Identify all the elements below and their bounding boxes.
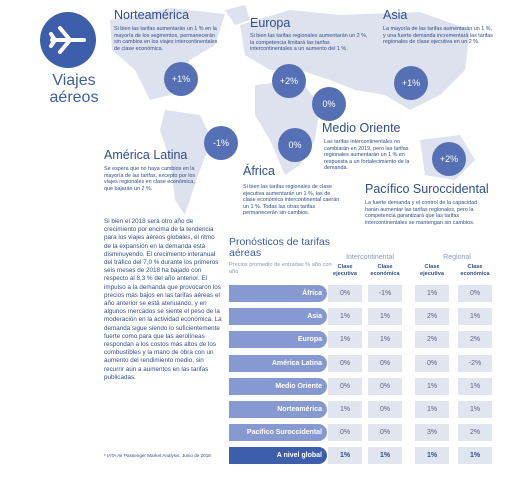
table-cell: 1%	[415, 377, 449, 395]
region-heading: Medio Oriente	[322, 121, 401, 135]
region-bubble: +1%	[164, 62, 198, 96]
row-label: Medio Oriente	[229, 377, 327, 395]
table-cell: 1%	[328, 401, 362, 418]
table-cell: 1%	[415, 401, 449, 418]
row-label: Europa	[229, 331, 327, 349]
table-cell: 1%	[458, 401, 492, 418]
row-label: Norteamérica	[229, 401, 327, 418]
region-text: Si bien las tarifas aumentarán un 1 % en…	[114, 26, 218, 52]
table-cell: 3%	[415, 424, 449, 442]
region-heading: Asia	[383, 8, 408, 22]
row-label: Asia	[229, 308, 327, 326]
region-text: Si bien las tarifas regionales de clase …	[243, 184, 340, 217]
table-cell: 1%	[328, 331, 362, 349]
table-cell: 2%	[458, 424, 492, 442]
table-title: Pronósticos de tarifas aéreas	[229, 236, 330, 259]
region-bubble: +2%	[272, 64, 306, 98]
region-heading: Norteamérica	[114, 8, 190, 22]
region-heading: Europa	[250, 16, 291, 30]
table-cell: -1%	[368, 285, 402, 302]
region-text: La fuerte demanda y el control de la cap…	[365, 200, 478, 226]
column-header: Clase ejecutiva	[420, 264, 444, 277]
region-heading: África	[243, 164, 275, 178]
region-text: La mayoría de las tarifas aumentarán un …	[383, 26, 493, 46]
region-bubble: 0%	[278, 128, 312, 162]
row-label: A nivel global	[229, 447, 327, 465]
table-cell: 0%	[368, 354, 402, 372]
table-cell: 0%	[458, 285, 492, 302]
column-header: Clase ejecutiva	[333, 264, 357, 277]
table-cell: 1%	[328, 447, 362, 465]
table-subtitle: Precios promedio de entradas % año con a…	[229, 262, 332, 275]
row-label: América Latina	[229, 354, 327, 372]
table-cell: 0%	[328, 354, 362, 372]
row-label: África	[229, 285, 327, 302]
region-bubble: 0%	[312, 87, 346, 121]
table-cell: 0%	[328, 377, 362, 395]
table-cell: 0%	[368, 424, 402, 442]
column-group: Regional	[443, 254, 471, 261]
table-cell: 1%	[415, 285, 449, 302]
region-text: Se espera que no haya cambios en la mayo…	[104, 166, 196, 192]
region-text: Si bien las tarifas regionales aumentará…	[250, 33, 368, 53]
footnote: ¹ IATA Air Passenger Market Analysis, Ju…	[104, 453, 211, 458]
table-cell: 2%	[415, 331, 449, 349]
table-cell: 1%	[328, 308, 362, 326]
table-cell: 2%	[458, 331, 492, 349]
table-cell: 0%	[328, 424, 362, 442]
row-label: Pacífico Suroccidental	[229, 424, 327, 442]
table-cell: 1%	[368, 447, 402, 465]
table-cell: 0%	[368, 377, 402, 395]
table-cell: 0%	[328, 285, 362, 302]
table-cell: 0%	[368, 401, 402, 418]
body-text: Si bien el 2018 será otro año de crecimi…	[104, 218, 222, 381]
column-header: Clase económica	[460, 264, 490, 277]
region-text: Las tarifas intercontinentales no cambia…	[324, 139, 410, 172]
title: Viajes aéreos	[49, 72, 99, 106]
region-bubble: -1%	[204, 126, 238, 160]
table-cell: -2%	[458, 354, 492, 372]
region-heading: América Latina	[104, 148, 188, 162]
region-bubble: +2%	[432, 142, 466, 176]
table-cell: 2%	[415, 308, 449, 326]
region-bubble: +1%	[394, 66, 428, 100]
table-cell: 1%	[458, 447, 492, 465]
column-header: Clase económica	[370, 264, 400, 277]
table-cell: 1%	[458, 308, 492, 326]
column-group: Intercontinental	[346, 254, 394, 261]
region-heading: Pacífico Suroccidental	[365, 182, 489, 196]
table-cell: 1%	[415, 447, 449, 465]
table-cell: 1%	[368, 331, 402, 349]
table-cell: 0%	[415, 354, 449, 372]
table-cell: 1%	[368, 308, 402, 326]
table-cell: 1%	[458, 377, 492, 395]
